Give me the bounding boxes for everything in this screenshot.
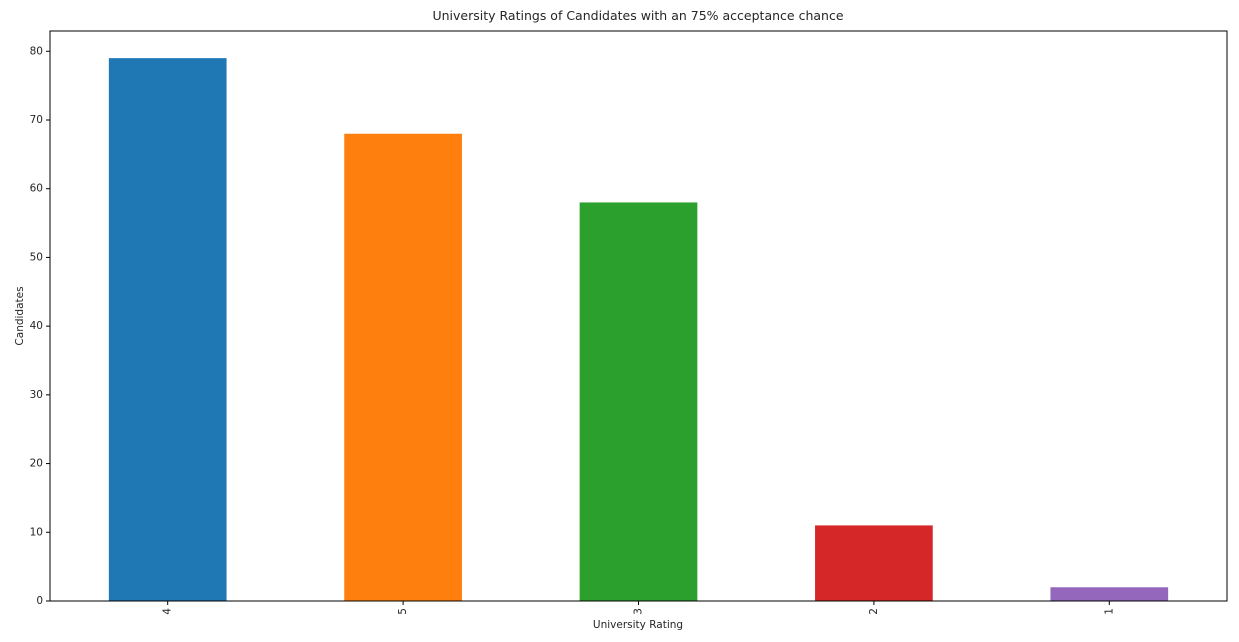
y-tick-label: 40 — [30, 320, 43, 332]
x-tick-label: 4 — [162, 608, 174, 615]
y-tick-label: 10 — [30, 526, 43, 538]
y-tick-label: 30 — [30, 389, 43, 401]
bar-5 — [344, 133, 462, 601]
x-tick-label: 2 — [868, 608, 880, 615]
y-tick-label: 0 — [36, 595, 43, 607]
bars-group — [108, 58, 1169, 601]
chart-title: University Ratings of Candidates with an… — [432, 8, 843, 23]
x-axis: 4 5 3 2 1 — [162, 601, 1115, 615]
y-tick-label: 70 — [30, 114, 43, 126]
bar-3 — [579, 202, 698, 601]
y-tick-label: 20 — [30, 458, 43, 470]
y-tick-label: 80 — [30, 45, 43, 57]
bar-2 — [815, 525, 933, 601]
y-tick-label: 60 — [30, 183, 43, 195]
x-tick-label: 1 — [1103, 608, 1115, 615]
x-tick-label: 3 — [633, 608, 645, 615]
y-axis: 0 10 20 30 40 50 60 70 80 — [30, 45, 50, 607]
y-axis-label: Candidates — [14, 286, 26, 345]
bar-4 — [108, 58, 227, 601]
x-tick-label: 5 — [397, 608, 409, 615]
y-tick-label: 50 — [30, 251, 43, 263]
x-axis-label: University Rating — [593, 619, 683, 631]
bar-1 — [1050, 587, 1169, 601]
plot-frame — [49, 30, 1228, 602]
